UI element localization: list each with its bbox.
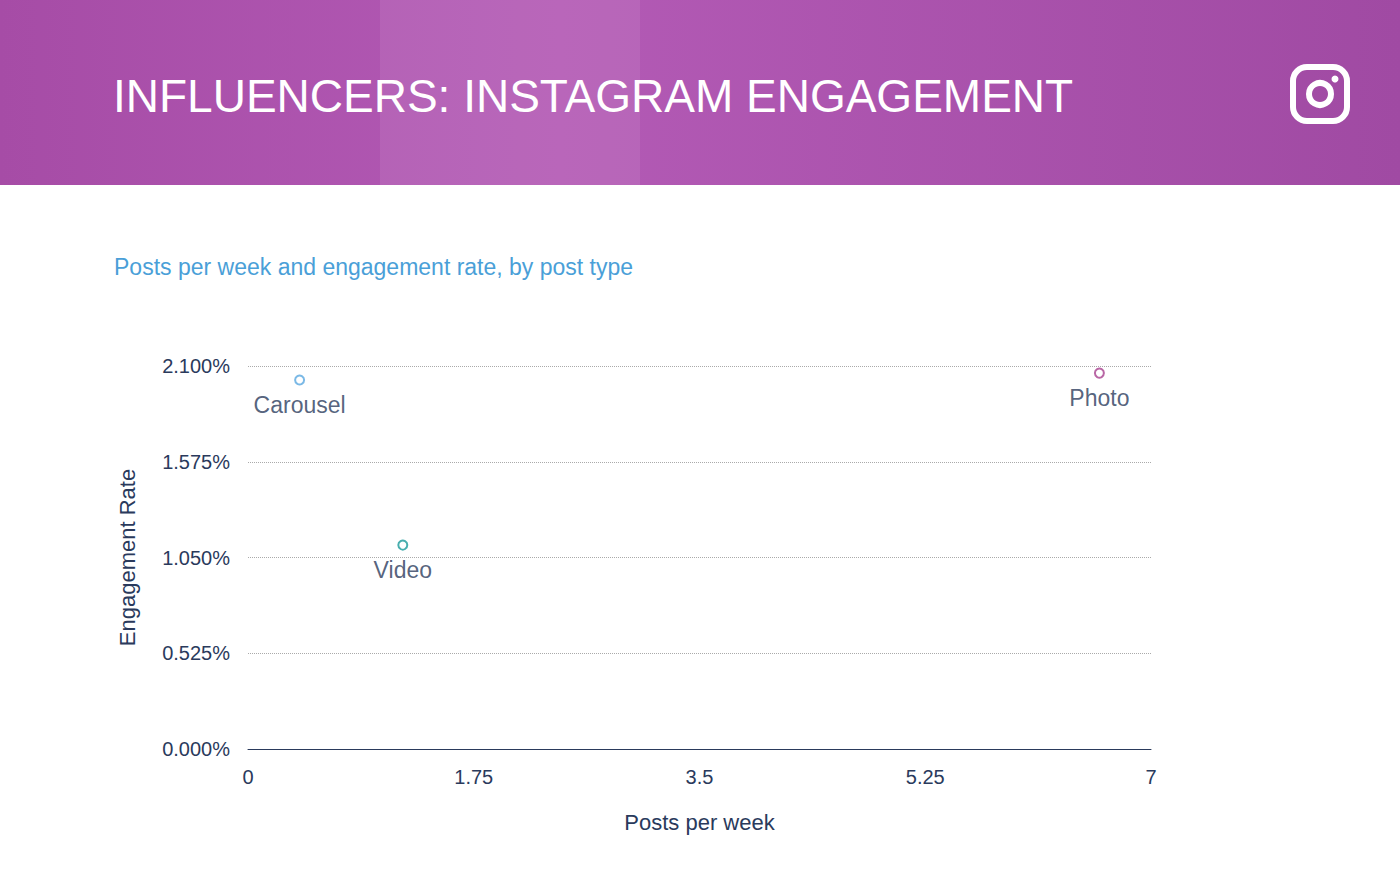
svg-text:1.75: 1.75 [454,766,493,788]
svg-text:Video: Video [374,557,432,583]
svg-text:1.050%: 1.050% [162,547,230,569]
svg-text:INFLUENCERS: INSTAGRAM ENGAGEM: INFLUENCERS: INSTAGRAM ENGAGEMENT [113,70,1073,122]
svg-text:Carousel: Carousel [254,392,346,418]
svg-text:5.25: 5.25 [906,766,945,788]
svg-text:1.575%: 1.575% [162,451,230,473]
svg-text:0: 0 [242,766,253,788]
svg-text:Engagement Rate: Engagement Rate [115,469,140,646]
svg-text:0.000%: 0.000% [162,738,230,760]
svg-text:3.5: 3.5 [686,766,714,788]
svg-text:Posts per week: Posts per week [624,810,775,835]
svg-text:Photo: Photo [1069,385,1129,411]
svg-text:7: 7 [1145,766,1156,788]
svg-text:2.100%: 2.100% [162,355,230,377]
svg-text:Posts per week and engagement: Posts per week and engagement rate, by p… [114,254,633,280]
svg-text:0.525%: 0.525% [162,642,230,664]
